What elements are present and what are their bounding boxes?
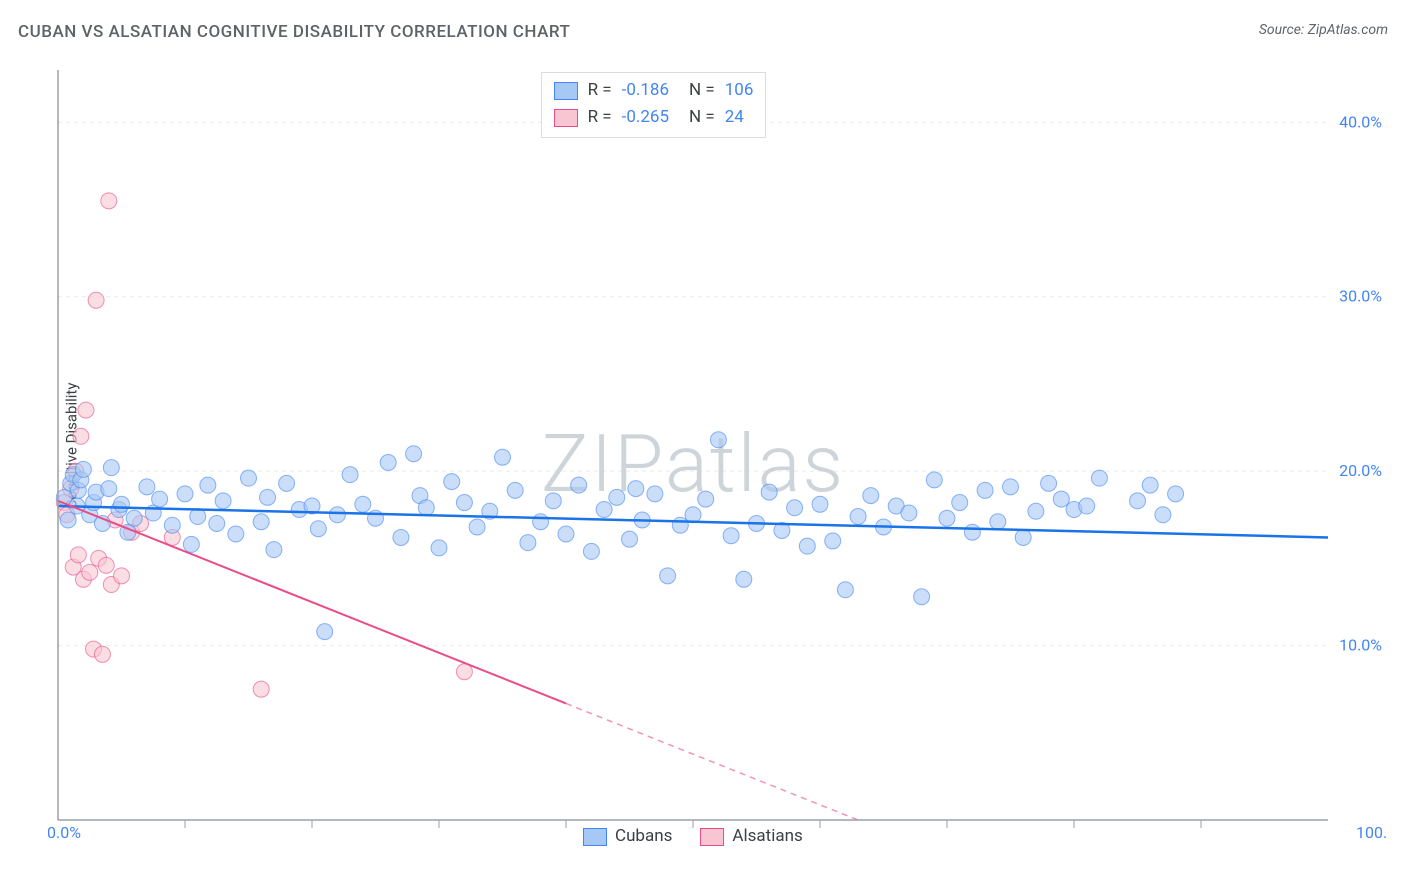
svg-text:30.0%: 30.0% (1339, 287, 1382, 306)
source-label: Source: ZipAtlas.com (1259, 22, 1388, 38)
scatter-chart: 10.0% 20.0% 30.0% 40.0% ZIPatlas 0.0% 100.0% (48, 60, 1388, 840)
svg-text:ZIPatlas: ZIPatlas (541, 417, 845, 511)
legend-item: Cubans (583, 826, 672, 846)
stat-row: R = -0.186 N = 106 (554, 77, 754, 104)
correlation-stats-box: R = -0.186 N = 106R = -0.265 N = 24 (541, 72, 767, 138)
bottom-legend: Cubans Alsatians (583, 826, 803, 846)
chart-title: CUBAN VS ALSATIAN COGNITIVE DISABILITY C… (18, 22, 570, 42)
chart-container: 10.0% 20.0% 30.0% 40.0% ZIPatlas 0.0% 100.0% (48, 60, 1388, 840)
svg-text:100.0%: 100.0% (1356, 823, 1388, 840)
legend-label: Cubans (615, 826, 672, 846)
svg-text:20.0%: 20.0% (1339, 461, 1382, 480)
legend-swatch (554, 82, 578, 100)
legend-swatch (700, 828, 724, 846)
legend-swatch (583, 828, 607, 846)
svg-text:10.0%: 10.0% (1339, 636, 1382, 655)
legend-swatch (554, 109, 578, 127)
svg-text:40.0%: 40.0% (1339, 112, 1382, 131)
stat-row: R = -0.265 N = 24 (554, 104, 754, 131)
legend-item: Alsatians (700, 826, 802, 846)
legend-label: Alsatians (732, 826, 802, 846)
svg-text:0.0%: 0.0% (48, 823, 81, 840)
